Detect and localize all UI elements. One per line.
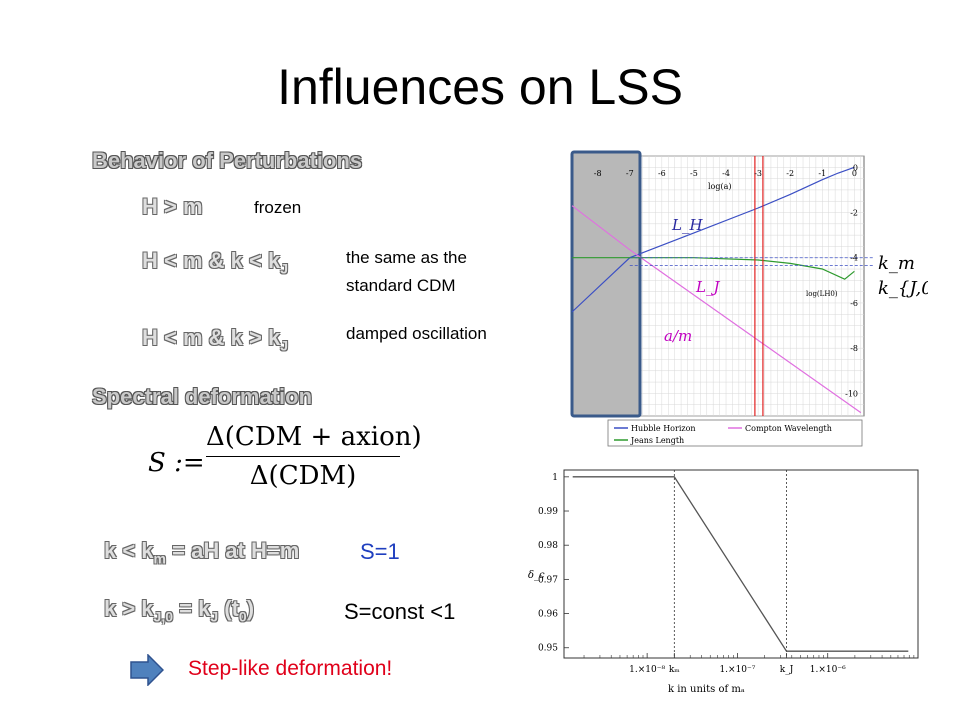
top-x-tick-label: -4 [722,169,730,178]
top-plot [571,156,874,416]
bottom-x-tick-label: kₘ [669,665,680,675]
condition-h-lt-m-k-gt-kj: H < m & k > kJ [142,325,289,354]
top-x-tick-label: -6 [658,169,666,178]
condition-k-lt-km: k < km = aH at H=m [104,538,300,567]
formula-lhs: S := [148,448,205,478]
condition-k-gt-kj0: k > kJ,0 = kJ (t0) [104,596,255,625]
series-delta-c [572,476,909,652]
highlight-box [570,150,642,418]
result-s-equals-1: S=1 [360,539,400,564]
label-am: a/m [664,327,692,345]
bottom-x-tick-label: 1.×10⁻⁷ [719,665,755,675]
top-y-tick-label: -2 [850,209,858,218]
figure-delta-c: 1 0.99 0.98 0.97 0.96 0.95 1.×10⁻⁸ kₘ 1.×10⁻⁷ k_J… [528,469,919,695]
desc-frozen: frozen [254,198,302,217]
bottom-y-tick-label: 0.98 [538,541,558,551]
right-arrow-icon [130,654,164,686]
top-y-tick-label: -10 [845,389,858,398]
bottom-y-tick-label: 0.97 [538,575,558,585]
bottom-plot [572,470,909,658]
section-spectral-heading: Spectral deformation [92,384,313,409]
top-ticks: -8 -7 -6 -5 -4 -3 -2 -1 00-2-4-6-8-10 [594,163,858,398]
top-x-tick-label: 0 [852,169,857,178]
label-lj: L_J [695,278,720,296]
conclusion-text: Step-like deformation! [188,657,393,680]
bottom-y-tick-label: 0.96 [538,610,558,620]
bottom-y-tick-label: 0.99 [538,507,558,517]
legend-compton: Compton Wavelength [745,424,832,433]
yaxis-label: log(LH0) [806,290,838,298]
series-hubble-horizon [571,166,855,313]
condition-h-gt-m: H > m [142,194,203,219]
figure-length-scales: -8 -7 -6 -5 -4 -3 -2 -1 00-2-4-6-8-10 log(a) log… [570,150,928,447]
top-x-tick-label: -5 [690,169,698,178]
top-x-tick-label: -7 [626,169,634,178]
legend-jeans: Jeans Length [630,436,684,445]
bottom-y-tick-label: 0.95 [538,644,558,654]
formula-fraction: Δ(CDM + axion) Δ(CDM) [206,422,422,491]
condition-h-lt-m-k-lt-kj: H < m & k < kJ [142,248,289,277]
label-lh: L_H [671,216,703,234]
result-s-const: S=const <1 [344,599,456,624]
bottom-x-tick-label: 1.×10⁻⁸ [629,665,665,675]
x-label-k: k in units of mₐ [668,684,745,695]
bottom-x-tick-label: 1.×10⁻⁶ [810,665,846,675]
label-kj0: k_{J,0} [878,278,928,299]
formula-numerator: Δ(CDM + axion) [206,422,422,457]
label-km: k_m [878,253,915,274]
top-y-tick-label: -4 [850,254,858,263]
bottom-y-tick-label: 1 [552,473,558,483]
top-x-tick-label: -3 [754,169,762,178]
series-compton-wavelength [571,205,862,414]
bottom-ticks: 1 0.99 0.98 0.97 0.96 0.95 1.×10⁻⁸ kₘ 1.×10⁻⁷ k_J… [538,473,915,675]
top-y-tick-label: -8 [850,344,858,353]
top-x-tick-label: -1 [818,169,826,178]
slide-title: Influences on LSS [277,59,683,115]
bottom-x-tick-label: k_J [780,665,794,675]
y-label-delta-c: δ_c [528,570,545,581]
desc-standard-cdm: the same as the standard CDM [346,248,467,295]
top-y-tick-label: 0 [853,163,858,172]
section-behavior-heading: Behavior of Perturbations [92,148,363,173]
top-x-tick-label: -2 [786,169,794,178]
desc-damped-oscillation: damped oscillation [346,324,487,343]
top-legend: Hubble Horizon Compton Wavelength Jeans … [607,419,863,447]
top-x-tick-label: -8 [594,169,602,178]
formula-denominator: Δ(CDM) [249,461,357,491]
legend-hubble: Hubble Horizon [631,424,696,433]
bottom-frame [563,469,919,659]
top-y-tick-label: -6 [850,299,858,308]
xaxis-label: log(a) [708,182,732,191]
